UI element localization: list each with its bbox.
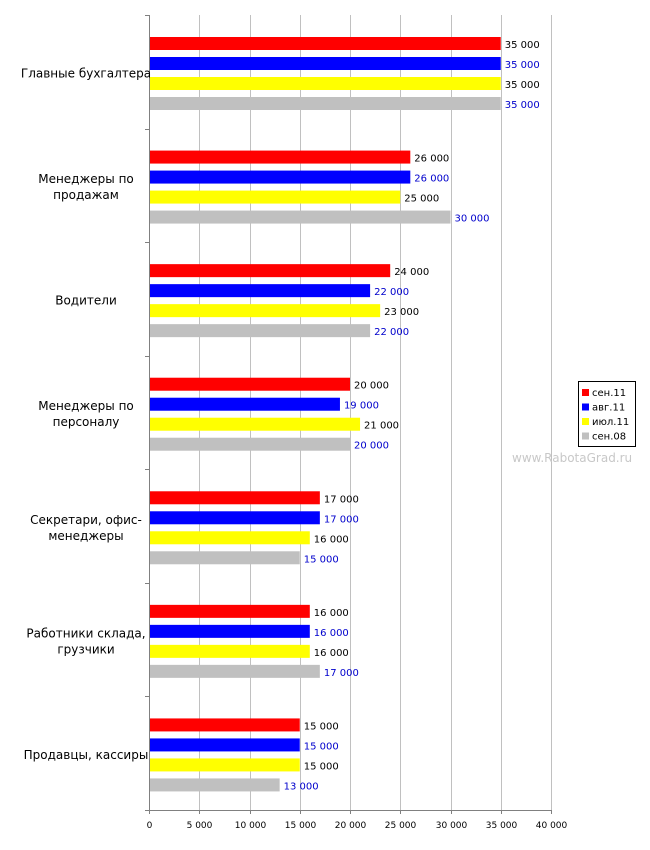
x-tick-label: 5 000	[187, 821, 213, 831]
data-label: 20 000	[354, 441, 389, 452]
bar	[150, 758, 300, 772]
category-label: Главные бухгалтера	[21, 67, 151, 81]
x-tick-label: 0	[147, 821, 153, 831]
bar	[150, 397, 340, 411]
x-tick-label: 30 000	[436, 821, 468, 831]
legend-swatch	[582, 432, 589, 440]
bar	[150, 304, 381, 318]
data-label: 26 000	[414, 174, 449, 185]
data-label: 15 000	[304, 761, 339, 772]
bar	[150, 190, 401, 204]
category-label: Секретари, офис-менеджеры	[30, 513, 142, 543]
data-label: 30 000	[455, 214, 490, 225]
bar	[150, 417, 361, 431]
data-label: 35 000	[505, 100, 540, 111]
bar	[150, 264, 391, 278]
bar	[150, 37, 501, 50]
x-tick-label: 35 000	[486, 821, 518, 831]
bar	[150, 437, 350, 451]
bar	[150, 778, 280, 792]
bar	[150, 604, 310, 618]
bar	[150, 150, 411, 164]
data-label: 23 000	[384, 307, 419, 318]
bar	[150, 644, 310, 658]
data-label: 17 000	[324, 494, 359, 505]
bar	[150, 324, 371, 338]
legend-swatch	[582, 403, 589, 411]
x-tick-label: 40 000	[536, 821, 568, 831]
data-label: 19 000	[344, 401, 379, 412]
category-label: Водители	[55, 294, 117, 308]
bar	[150, 624, 310, 638]
category-label: Продавцы, кассиры	[24, 748, 149, 762]
category-label: Работники склада, грузчики	[26, 626, 145, 656]
data-label: 16 000	[314, 648, 349, 659]
bar	[150, 511, 320, 525]
bars	[150, 37, 501, 792]
data-label: 16 000	[314, 608, 349, 619]
data-label: 15 000	[304, 554, 339, 565]
category-label: Менеджеры по продажам	[38, 172, 134, 202]
legend-label: авг.11	[592, 403, 625, 414]
x-tick-label: 15 000	[285, 821, 317, 831]
x-tick-labels: 0 5 000 10 000 15 000 20 000 25 000 30 000 35 0…	[147, 821, 568, 831]
legend-label: июл.11	[592, 417, 629, 428]
bar	[150, 170, 411, 184]
bar	[150, 718, 300, 732]
data-label: 13 000	[284, 781, 319, 792]
legend-label: сен.08	[592, 432, 626, 443]
bar	[150, 210, 451, 224]
data-label: 16 000	[314, 628, 349, 639]
value-labels: 35 000 26 000 24 000 20 000 17 000 16 000 15 0…	[284, 40, 540, 792]
data-label: 15 000	[304, 741, 339, 752]
bar	[150, 97, 501, 110]
legend: сен.11 авг.11 июл.11 сен.08	[578, 381, 636, 447]
data-label: 26 000	[414, 154, 449, 165]
bar	[150, 531, 310, 545]
data-label: 17 000	[324, 668, 359, 679]
data-label: 25 000	[404, 194, 439, 205]
bar	[150, 738, 300, 752]
data-label: 20 000	[354, 381, 389, 392]
data-label: 35 000	[505, 60, 540, 71]
x-tick-label: 25 000	[385, 821, 417, 831]
watermark-text: www.RabotaGrad.ru	[512, 451, 633, 465]
legend-label: сен.11	[592, 388, 626, 399]
data-label: 22 000	[374, 327, 409, 338]
bar	[150, 664, 320, 678]
bar	[150, 491, 320, 505]
axes	[145, 15, 552, 814]
bar	[150, 57, 501, 70]
bar	[150, 284, 371, 298]
x-tick-label: 20 000	[335, 821, 367, 831]
grid-lines	[199, 15, 552, 810]
data-label: 15 000	[304, 721, 339, 732]
bar	[150, 377, 350, 391]
bar	[150, 551, 300, 565]
x-tick-label: 10 000	[235, 821, 267, 831]
data-label: 24 000	[394, 267, 429, 278]
legend-swatch	[582, 418, 589, 425]
category-labels: Главные бухгалтера Менеджеры по продажам Во…	[21, 67, 151, 762]
data-label: 17 000	[324, 514, 359, 525]
bar	[150, 77, 501, 90]
data-label: 35 000	[505, 40, 540, 51]
category-label: Менеджеры по персоналу	[38, 399, 134, 429]
data-label: 16 000	[314, 534, 349, 545]
legend-swatch	[582, 389, 589, 396]
data-label: 35 000	[505, 80, 540, 91]
data-label: 21 000	[364, 421, 399, 432]
data-label: 22 000	[374, 287, 409, 298]
